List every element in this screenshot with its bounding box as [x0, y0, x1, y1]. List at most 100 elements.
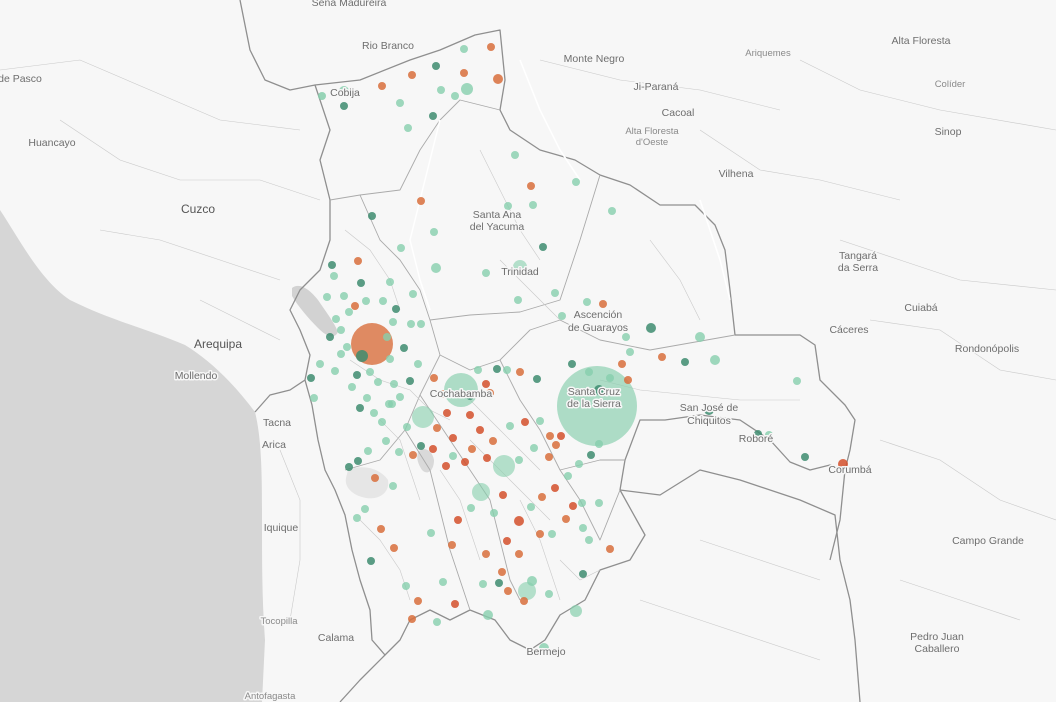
map-point[interactable] [514, 296, 522, 304]
map-point[interactable] [483, 610, 493, 620]
map-point[interactable] [362, 297, 370, 305]
map-point[interactable] [438, 390, 446, 398]
map-point[interactable] [466, 392, 474, 400]
map-point[interactable] [407, 320, 415, 328]
map-point[interactable] [397, 244, 405, 252]
map-point[interactable] [466, 411, 474, 419]
map-point[interactable] [493, 365, 501, 373]
map-point[interactable] [518, 582, 536, 600]
map-point[interactable] [595, 440, 603, 448]
map-point[interactable] [516, 368, 524, 376]
map-point[interactable] [838, 459, 848, 469]
map-point[interactable] [513, 260, 527, 274]
map-point[interactable] [585, 368, 593, 376]
map-point[interactable] [626, 348, 634, 356]
map-point[interactable] [395, 448, 403, 456]
map-point[interactable] [575, 460, 583, 468]
map-point[interactable] [408, 615, 416, 623]
map-point[interactable] [527, 182, 535, 190]
map-point[interactable] [332, 315, 340, 323]
map-point[interactable] [363, 394, 371, 402]
map-point[interactable] [506, 422, 514, 430]
map-point[interactable] [490, 509, 498, 517]
map-point[interactable] [538, 493, 546, 501]
map-point[interactable] [374, 378, 382, 386]
map-point[interactable] [548, 530, 556, 538]
map-point[interactable] [558, 312, 566, 320]
map-point[interactable] [479, 580, 487, 588]
map-point[interactable] [417, 197, 425, 205]
map-point[interactable] [448, 541, 456, 549]
map-point[interactable] [357, 279, 365, 287]
map-point[interactable] [503, 537, 511, 545]
map-point[interactable] [487, 43, 495, 51]
map-point[interactable] [386, 278, 394, 286]
map-point[interactable] [482, 380, 490, 388]
map-point[interactable] [504, 202, 512, 210]
map-point[interactable] [495, 579, 503, 587]
map-point[interactable] [370, 409, 378, 417]
map-point[interactable] [618, 360, 626, 368]
map-point[interactable] [564, 472, 572, 480]
map-point[interactable] [527, 503, 535, 511]
map-point[interactable] [646, 323, 656, 333]
map-point[interactable] [429, 445, 437, 453]
map-point[interactable] [337, 350, 345, 358]
map-point[interactable] [472, 483, 490, 501]
map-point[interactable] [437, 86, 445, 94]
map-point[interactable] [489, 437, 497, 445]
map-point[interactable] [429, 112, 437, 120]
map-point[interactable] [515, 550, 523, 558]
map-point[interactable] [432, 62, 440, 70]
map-point[interactable] [608, 207, 616, 215]
map-point[interactable] [433, 424, 441, 432]
map-point[interactable] [386, 355, 394, 363]
map-point[interactable] [382, 437, 390, 445]
map-point[interactable] [331, 367, 339, 375]
map-point[interactable] [378, 418, 386, 426]
map-point[interactable] [569, 502, 577, 510]
map-point[interactable] [793, 377, 801, 385]
map-point[interactable] [383, 333, 391, 341]
map-point[interactable] [570, 605, 582, 617]
map-point[interactable] [606, 545, 614, 553]
map-point[interactable] [557, 432, 565, 440]
map-point[interactable] [354, 457, 362, 465]
map-point[interactable] [403, 423, 411, 431]
map-point[interactable] [433, 618, 441, 626]
map-point[interactable] [622, 333, 630, 341]
map-point[interactable] [599, 300, 607, 308]
map-point[interactable] [396, 99, 404, 107]
map-point[interactable] [529, 201, 537, 209]
map-point[interactable] [307, 374, 315, 382]
map-point[interactable] [536, 530, 544, 538]
map-point[interactable] [460, 45, 468, 53]
map-point[interactable] [431, 263, 441, 273]
map-point[interactable] [521, 418, 529, 426]
map-point[interactable] [354, 257, 362, 265]
map-point[interactable] [379, 297, 387, 305]
map-point[interactable] [417, 442, 425, 450]
map-point[interactable] [704, 405, 714, 415]
map-point[interactable] [710, 355, 720, 365]
map-point[interactable] [406, 377, 414, 385]
map-point[interactable] [449, 434, 457, 442]
map-point[interactable] [551, 484, 559, 492]
map-point[interactable] [351, 302, 359, 310]
map-point[interactable] [539, 243, 547, 251]
map-point[interactable] [367, 557, 375, 565]
map-point[interactable] [536, 417, 544, 425]
map-point[interactable] [552, 441, 560, 449]
map-point[interactable] [530, 444, 538, 452]
map-point[interactable] [449, 452, 457, 460]
map-point[interactable] [461, 458, 469, 466]
map-point[interactable] [454, 516, 462, 524]
map-point[interactable] [467, 504, 475, 512]
map-point[interactable] [356, 404, 364, 412]
map-point[interactable] [390, 380, 398, 388]
map-point[interactable] [310, 394, 318, 402]
map-point[interactable] [754, 430, 762, 438]
map-point[interactable] [578, 499, 586, 507]
map-point[interactable] [801, 453, 809, 461]
map-point[interactable] [520, 597, 528, 605]
